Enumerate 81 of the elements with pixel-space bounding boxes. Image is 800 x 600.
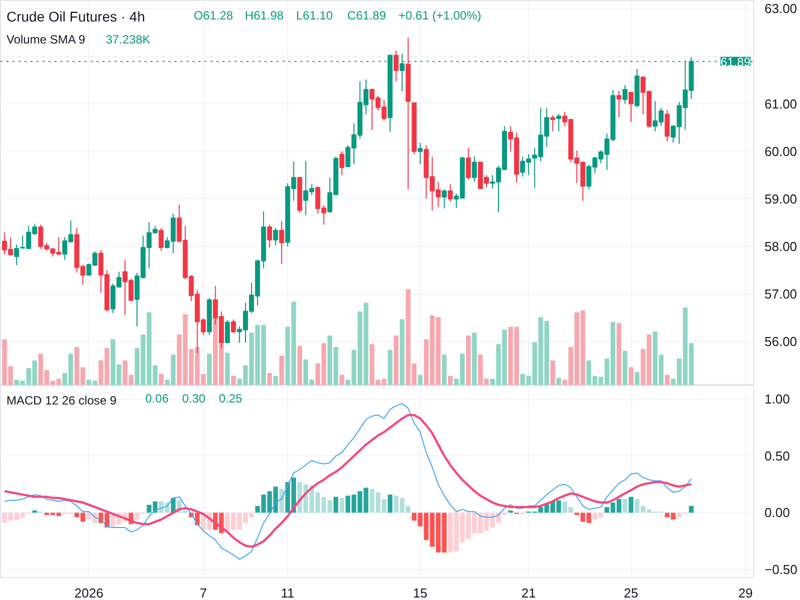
candlestick bbox=[628, 91, 634, 122]
candlestick bbox=[466, 148, 471, 180]
bar bbox=[158, 374, 164, 385]
x-tick-label: 21 bbox=[521, 586, 536, 600]
candlestick bbox=[158, 227, 164, 252]
y-tick-label: 61.00 bbox=[764, 96, 798, 112]
annotation: O61.28 bbox=[194, 8, 234, 22]
bar bbox=[334, 496, 338, 513]
candlestick bbox=[448, 184, 453, 202]
candlestick bbox=[230, 318, 236, 334]
x-tick-label: 2026 bbox=[74, 586, 104, 600]
annotation: 0.06 bbox=[145, 392, 169, 406]
annotation: C61.89 bbox=[347, 8, 386, 22]
candlestick bbox=[339, 150, 344, 176]
bar bbox=[418, 374, 423, 385]
candlestick bbox=[279, 220, 284, 265]
bar bbox=[279, 356, 284, 385]
annotation: 0.25 bbox=[218, 392, 243, 406]
text: Crude Oil Futures · 4h bbox=[6, 8, 145, 24]
bar bbox=[231, 376, 236, 385]
x-tick-label: 7 bbox=[200, 586, 207, 600]
y-tick-label: 0.50 bbox=[764, 448, 790, 464]
candlestick bbox=[418, 142, 423, 165]
bar bbox=[388, 494, 392, 513]
y-tick-label: 63.00 bbox=[764, 1, 798, 16]
bar bbox=[688, 506, 694, 513]
bar bbox=[225, 352, 230, 385]
ref-line-label: 61.89 bbox=[720, 54, 751, 69]
bar bbox=[550, 360, 556, 385]
annotation: 37.238K bbox=[106, 32, 150, 46]
bar bbox=[448, 376, 453, 385]
x-tick-label: 11 bbox=[280, 586, 294, 600]
bar bbox=[340, 374, 344, 385]
bar bbox=[556, 378, 562, 385]
y-tick-label: 59.00 bbox=[764, 191, 798, 206]
y-tick-label: 60.00 bbox=[764, 144, 798, 159]
candlestick bbox=[273, 227, 278, 246]
candlestick bbox=[394, 50, 399, 82]
annotation: L61.10 bbox=[296, 8, 334, 22]
chart-title: Volume SMA 9 bbox=[6, 32, 86, 46]
bar bbox=[273, 376, 278, 385]
bar bbox=[340, 498, 344, 513]
candlestick bbox=[224, 319, 230, 344]
candlestick bbox=[442, 188, 447, 209]
annotation: H61.98 bbox=[244, 8, 284, 22]
bar bbox=[466, 335, 471, 385]
annotation: +0.61 (+1.00%) bbox=[398, 8, 482, 22]
bar bbox=[267, 372, 272, 385]
x-tick-label: 29 bbox=[738, 586, 753, 600]
y-tick-label: 57.00 bbox=[764, 286, 798, 302]
bar bbox=[508, 510, 513, 513]
candlestick bbox=[556, 113, 562, 132]
bar bbox=[400, 319, 404, 385]
bar bbox=[628, 496, 634, 513]
text: MACD 12 26 close 9 bbox=[6, 394, 117, 408]
y-tick-label: 0.00 bbox=[764, 505, 790, 520]
y-tick-label: 1.00 bbox=[764, 392, 790, 407]
annotation: 0.30 bbox=[182, 392, 206, 406]
bar bbox=[207, 354, 212, 385]
candlestick bbox=[664, 109, 670, 142]
bar bbox=[297, 346, 302, 385]
y-tick-label: −0.50 bbox=[764, 562, 798, 578]
candlestick bbox=[267, 224, 272, 248]
bar bbox=[442, 354, 447, 385]
bar bbox=[472, 332, 477, 385]
x-tick-label: 25 bbox=[624, 586, 638, 600]
bar bbox=[664, 374, 670, 385]
x-tick-label: 15 bbox=[412, 586, 428, 600]
candlestick bbox=[616, 90, 622, 118]
y-tick-label: 58.00 bbox=[764, 239, 798, 254]
bar bbox=[388, 350, 392, 385]
bar bbox=[394, 335, 398, 385]
bar bbox=[616, 322, 622, 385]
y-tick-label: 56.00 bbox=[764, 334, 798, 350]
candlestick bbox=[622, 84, 628, 104]
bar bbox=[634, 372, 640, 385]
candlestick bbox=[550, 114, 556, 132]
bar bbox=[622, 499, 628, 513]
candlestick bbox=[472, 156, 477, 182]
bar bbox=[622, 350, 628, 385]
bar bbox=[628, 367, 634, 385]
